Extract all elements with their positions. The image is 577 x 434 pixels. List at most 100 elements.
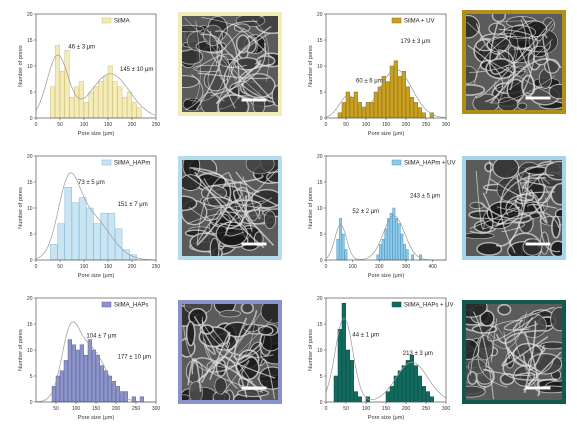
mean-annotation: 46 ± 3 μm (68, 44, 95, 50)
y-tick-label: 5 (320, 374, 323, 380)
x-tick-label: 0 (325, 406, 328, 412)
histogram-bar (59, 370, 64, 403)
y-tick-label: 20 (27, 296, 33, 302)
legend-swatch (101, 159, 112, 166)
histogram-bar (93, 86, 99, 119)
x-tick-label: 0 (35, 122, 38, 128)
y-tick-label: 15 (27, 180, 33, 186)
histogram-bar (114, 228, 123, 261)
fit-curve (35, 321, 156, 403)
histogram-bar (411, 254, 414, 261)
histogram-bar (122, 96, 128, 119)
histogram-bar (139, 396, 144, 403)
histogram-bar (429, 396, 434, 403)
mean-annotation: 145 ± 10 μm (120, 67, 153, 73)
y-axis-label: Number of pores (18, 45, 24, 87)
histogram-bar (136, 107, 142, 119)
histogram-bar (57, 223, 65, 261)
histogram-bar (64, 50, 70, 119)
legend-swatch (391, 17, 402, 24)
y-tick-label: 5 (30, 90, 33, 96)
y-tick-label: 20 (317, 296, 323, 302)
histogram-bar (409, 96, 414, 119)
histogram-bar (93, 223, 101, 261)
histogram-bar (341, 102, 346, 119)
x-tick-label: 100 (72, 406, 81, 412)
histogram-bar (344, 249, 348, 261)
mean-annotation: 44 ± 1 μm (352, 332, 379, 338)
histogram-bar (381, 238, 385, 261)
x-tick-label: 200 (375, 264, 384, 270)
histogram-bar (341, 233, 345, 261)
histogram-bar (425, 391, 430, 403)
histogram-bar (405, 360, 410, 403)
histogram-bar (131, 102, 137, 119)
histogram-bar (71, 202, 80, 261)
x-axis-label: Pore size (μm) (78, 273, 115, 279)
histogram-bar (387, 218, 390, 261)
y-tick-label: 10 (27, 206, 33, 212)
y-axis-label: Number of pores (308, 187, 314, 229)
histogram-bar (349, 96, 354, 119)
histogram-bar (337, 112, 342, 119)
histogram-bar (389, 386, 394, 403)
histogram-bar (349, 360, 354, 403)
fit-curve (325, 215, 446, 261)
sem-image-silma-hapm (178, 156, 282, 260)
mean-annotation: 179 ± 3 μm (400, 39, 430, 45)
histogram-bar (63, 360, 68, 403)
histogram-silma-hapm: 0 5 10 15 20 0 50 100 150 200 250 Pore size (μm) Num… (8, 150, 161, 280)
histogram-bar (59, 70, 65, 119)
legend-swatch (101, 17, 112, 24)
x-tick-label: 300 (442, 122, 451, 128)
sem-image-silma-haps-uv (462, 300, 566, 404)
histogram-bar (403, 244, 406, 261)
histogram-bar (64, 186, 72, 261)
histogram-bar (389, 65, 394, 119)
histogram-bar (417, 107, 422, 119)
sem-silma-hapm-uv (466, 160, 562, 256)
scale-bar (525, 242, 551, 246)
histogram-bar (74, 86, 80, 119)
histogram-bar (112, 81, 118, 119)
x-axis-label: Pore size (μm) (368, 131, 405, 137)
scale-bar (241, 386, 267, 390)
x-tick-label: 100 (362, 406, 371, 412)
histogram-silma-hapm-uv: 0 5 10 15 20 0 100 200 300 400 Pore size (μm) Numbe… (298, 150, 456, 280)
sem-image-silma-hapm-uv (462, 156, 566, 260)
x-tick-label: 50 (343, 122, 349, 128)
mean-annotation: 177 ± 10 μm (118, 354, 151, 360)
x-tick-label: 150 (382, 122, 391, 128)
sem-silma-haps-uv (466, 304, 562, 400)
x-axis-label: Pore size (μm) (78, 131, 115, 137)
x-tick-label: 150 (104, 122, 113, 128)
mean-annotation: 213 ± 3 μm (403, 351, 433, 357)
histogram-bar (100, 212, 108, 261)
histogram-bar (400, 233, 404, 261)
x-tick-label: 100 (80, 264, 89, 270)
x-tick-label: 250 (152, 264, 161, 270)
y-tick-label: 15 (27, 38, 33, 44)
histogram-bar (413, 365, 418, 403)
sem-silma-uv (466, 14, 562, 110)
y-axis-label: Number of pores (308, 45, 314, 87)
x-axis-label: Pore size (μm) (78, 415, 115, 421)
sem-silma-haps (182, 304, 278, 400)
y-tick-label: 20 (317, 12, 323, 18)
sem-image-silma-uv (462, 10, 566, 114)
histogram-silma-haps-uv: 0 5 10 15 20 0 50 100 150 200 250 300 Pore size (μm)… (298, 292, 454, 422)
histogram-bar (361, 107, 366, 119)
histogram-plot: 0 5 10 15 20 50 100 150 200 250 300 Pore size (μm) N… (18, 296, 160, 421)
legend-label: SilMA (114, 19, 130, 25)
sem-silma-hapm (182, 160, 278, 256)
histogram-silma: 0 5 10 15 20 0 50 100 150 200 250 Pore size (μm) Num… (8, 8, 160, 138)
histogram-bar (401, 365, 406, 403)
legend-label: SilMA + UV (404, 19, 435, 25)
mean-annotation: 243 ± 5 μm (410, 194, 440, 200)
histogram-bar (405, 249, 409, 261)
histogram-bar (83, 354, 88, 403)
histogram-bar (78, 81, 84, 119)
fit-curve (325, 317, 447, 401)
